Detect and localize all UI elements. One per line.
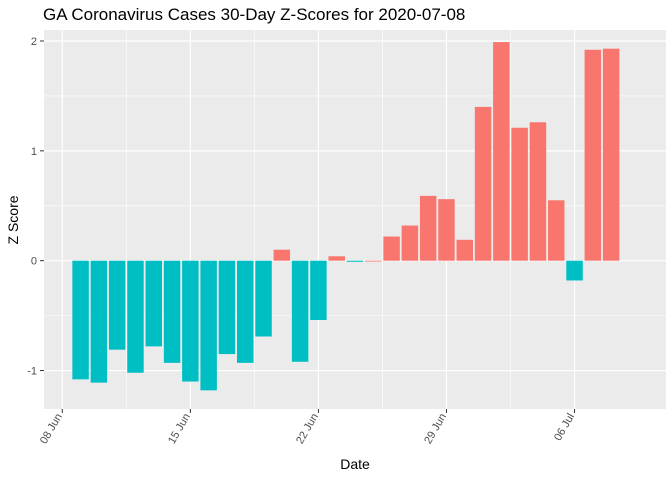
bar <box>237 260 254 363</box>
x-tick-label: 06 Jul <box>552 412 577 443</box>
bar <box>529 122 547 261</box>
bar <box>493 42 510 261</box>
y-tick-label: 2 <box>31 36 37 48</box>
bar <box>163 260 181 363</box>
bar <box>72 260 89 380</box>
x-tick-label: 29 Jun <box>422 412 449 447</box>
bar <box>291 260 309 362</box>
y-tick-label: 0 <box>31 256 37 268</box>
bar <box>218 260 236 355</box>
bar <box>145 260 162 347</box>
y-tick-label: -1 <box>27 366 37 378</box>
bar <box>383 236 400 261</box>
chart-title: GA Coronavirus Cases 30-Day Z-Scores for… <box>43 5 466 24</box>
x-tick-label: 22 Jun <box>294 412 321 447</box>
x-tick-label: 08 Jun <box>38 412 65 447</box>
bar <box>456 239 473 261</box>
y-tick-label: 1 <box>31 146 37 158</box>
bar <box>584 49 602 261</box>
bar <box>548 200 565 261</box>
bar <box>255 260 272 337</box>
bar <box>328 256 345 261</box>
bar <box>511 127 528 261</box>
bar <box>401 225 419 261</box>
bar <box>419 195 437 261</box>
bar <box>346 260 364 262</box>
bar <box>566 260 583 281</box>
y-axis-title: Z Score <box>5 195 21 244</box>
y-axis: -1 0 1 2 <box>27 36 44 378</box>
x-tick-label: 15 Jun <box>166 412 193 447</box>
bar <box>182 260 199 382</box>
bar <box>200 260 217 391</box>
bar <box>127 260 144 373</box>
x-axis-title: Date <box>340 456 370 472</box>
x-axis: 08 Jun 15 Jun 22 Jun 29 Jun 06 Jul <box>38 409 577 446</box>
bar <box>273 249 291 261</box>
bar <box>474 106 492 261</box>
bar <box>108 260 126 350</box>
bar <box>365 260 382 262</box>
bar <box>602 48 620 261</box>
bar <box>438 199 455 261</box>
bar <box>310 260 327 321</box>
bar <box>90 260 108 383</box>
bars <box>72 42 620 391</box>
